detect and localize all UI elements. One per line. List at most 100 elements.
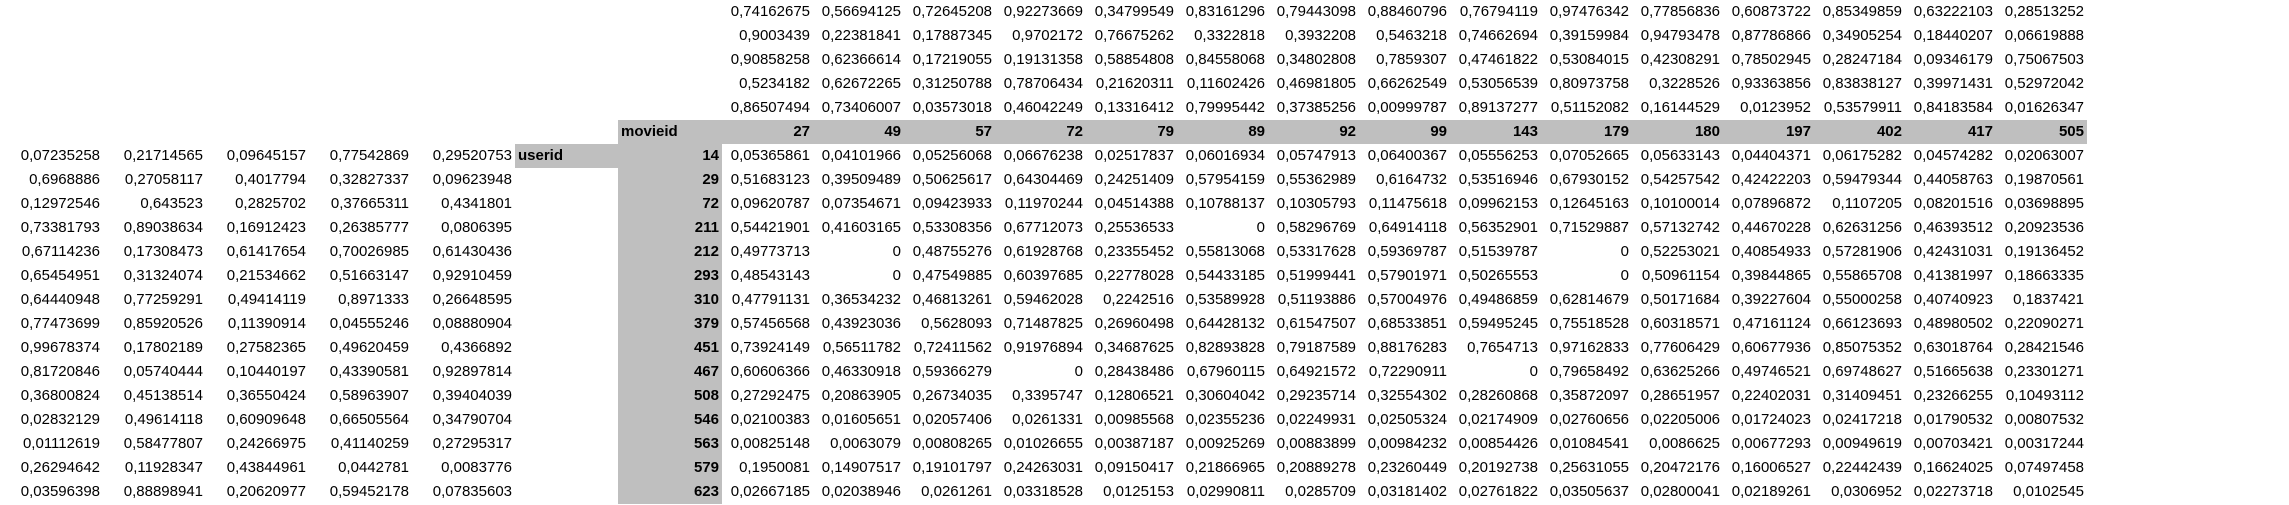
prediction-cell[interactable]: 0,04514388: [1094, 195, 1174, 212]
prediction-cell[interactable]: 0,1837421: [2013, 291, 2084, 308]
prediction-cell[interactable]: 0: [1620, 267, 1629, 284]
prediction-cell[interactable]: 0,54421901: [730, 219, 810, 236]
movie-factor-cell[interactable]: 0,83838127: [1822, 75, 1902, 92]
prediction-cell[interactable]: 0,39509489: [821, 171, 901, 188]
user-factor-cell[interactable]: 0,17802189: [123, 339, 203, 356]
user-factor-cell[interactable]: 0,09645157: [226, 147, 306, 164]
prediction-cell[interactable]: 0,0086625: [1649, 435, 1720, 452]
user-factor-cell[interactable]: 0,643523: [140, 195, 203, 212]
prediction-cell[interactable]: 0,91976894: [1003, 339, 1083, 356]
prediction-cell[interactable]: 0,00807532: [2004, 411, 2084, 428]
prediction-cell[interactable]: 0,10305793: [1276, 195, 1356, 212]
movie-factor-cell[interactable]: 0,11602426: [1186, 75, 1265, 92]
movie-factor-cell[interactable]: 0,78706434: [1003, 75, 1083, 92]
user-factor-cell[interactable]: 0,27295317: [432, 435, 512, 452]
prediction-cell[interactable]: 0,51683123: [730, 171, 810, 188]
prediction-cell[interactable]: 0,10100014: [1640, 195, 1720, 212]
movie-id-header[interactable]: 49: [884, 123, 901, 140]
user-factor-cell[interactable]: 0,07835603: [432, 483, 512, 500]
prediction-cell[interactable]: 0,54433185: [1185, 267, 1265, 284]
movie-factor-cell[interactable]: 0,53084015: [1549, 51, 1629, 68]
movie-factor-cell[interactable]: 0,62672265: [821, 75, 901, 92]
prediction-cell[interactable]: 0,09620787: [730, 195, 810, 212]
movie-factor-cell[interactable]: 0,63222103: [1913, 3, 1993, 20]
prediction-cell[interactable]: 0: [892, 267, 901, 284]
prediction-cell[interactable]: 0,64921572: [1276, 363, 1356, 380]
user-id-label[interactable]: 379: [693, 315, 719, 332]
movie-factor-cell[interactable]: 0,34799549: [1094, 3, 1174, 20]
prediction-cell[interactable]: 0,62631256: [1822, 219, 1902, 236]
user-factor-cell[interactable]: 0,89038634: [123, 219, 203, 236]
prediction-cell[interactable]: 0,02057406: [912, 411, 992, 428]
movie-id-header[interactable]: 89: [1248, 123, 1265, 140]
movie-factor-cell[interactable]: 0,3932208: [1285, 27, 1356, 44]
prediction-cell[interactable]: 0,67930152: [1549, 171, 1629, 188]
user-factor-cell[interactable]: 0,29520753: [432, 147, 512, 164]
prediction-cell[interactable]: 0,00677293: [1731, 435, 1811, 452]
user-factor-cell[interactable]: 0,07235258: [20, 147, 100, 164]
movie-factor-cell[interactable]: 0,13316412: [1094, 99, 1174, 116]
user-factor-cell[interactable]: 0,73381793: [20, 219, 100, 236]
prediction-cell[interactable]: 0,07497458: [2004, 459, 2084, 476]
movie-factor-cell[interactable]: 0,73406007: [821, 99, 901, 116]
user-id-label[interactable]: 14: [702, 147, 719, 164]
prediction-cell[interactable]: 0,00949619: [1822, 435, 1902, 452]
prediction-cell[interactable]: 0,21866965: [1185, 459, 1265, 476]
user-factor-cell[interactable]: 0,09623948: [432, 171, 512, 188]
prediction-cell[interactable]: 0,00883899: [1276, 435, 1356, 452]
prediction-cell[interactable]: 0,02667185: [730, 483, 810, 500]
user-factor-cell[interactable]: 0,0806395: [441, 219, 512, 236]
prediction-cell[interactable]: 0,31409451: [1822, 387, 1902, 404]
user-id-label[interactable]: 29: [702, 171, 719, 188]
movie-factor-cell[interactable]: 0,74662694: [1458, 27, 1538, 44]
movie-factor-cell[interactable]: 0,78502945: [1731, 51, 1811, 68]
prediction-cell[interactable]: 0,51665638: [1913, 363, 1993, 380]
movie-factor-cell[interactable]: 0,76794119: [1459, 3, 1538, 20]
prediction-cell[interactable]: 0,60677936: [1731, 339, 1811, 356]
prediction-cell[interactable]: 0,03318528: [1003, 483, 1083, 500]
user-factor-cell[interactable]: 0,03596398: [20, 483, 100, 500]
user-factor-cell[interactable]: 0,43844961: [226, 459, 306, 476]
prediction-cell[interactable]: 0,6164732: [1376, 171, 1447, 188]
movie-factor-cell[interactable]: 0,9702172: [1012, 27, 1083, 44]
prediction-cell[interactable]: 0,47549885: [912, 267, 992, 284]
prediction-cell[interactable]: 0,22778028: [1094, 267, 1174, 284]
prediction-cell[interactable]: 0,49486859: [1458, 291, 1538, 308]
prediction-cell[interactable]: 0,05556253: [1458, 147, 1538, 164]
prediction-cell[interactable]: 0,06400367: [1367, 147, 1447, 164]
user-factor-cell[interactable]: 0,0083776: [441, 459, 512, 476]
movie-factor-cell[interactable]: 0,74162675: [730, 3, 810, 20]
prediction-cell[interactable]: 0,20192738: [1458, 459, 1538, 476]
user-factor-cell[interactable]: 0,77259291: [123, 291, 203, 308]
prediction-cell[interactable]: 0,61547507: [1276, 315, 1356, 332]
prediction-cell[interactable]: 0,01084541: [1549, 435, 1629, 452]
prediction-cell[interactable]: 0,26960498: [1094, 315, 1174, 332]
prediction-cell[interactable]: 0,56511782: [822, 339, 901, 356]
user-id-label[interactable]: 508: [693, 387, 719, 404]
movie-factor-cell[interactable]: 0,58854808: [1094, 51, 1174, 68]
movie-factor-cell[interactable]: 0,42308291: [1640, 51, 1720, 68]
movie-id-header[interactable]: 79: [1157, 123, 1174, 140]
movie-factor-cell[interactable]: 0,17887345: [912, 27, 992, 44]
user-id-label[interactable]: 72: [702, 195, 719, 212]
prediction-cell[interactable]: 0,01026655: [1003, 435, 1083, 452]
prediction-cell[interactable]: 0,72290911: [1368, 363, 1447, 380]
movie-factor-cell[interactable]: 0,0123952: [1740, 99, 1811, 116]
prediction-cell[interactable]: 0,72411562: [913, 339, 992, 356]
prediction-cell[interactable]: 0,39227604: [1731, 291, 1811, 308]
prediction-cell[interactable]: 0,07354671: [821, 195, 901, 212]
user-factor-cell[interactable]: 0,12972546: [20, 195, 100, 212]
user-factor-cell[interactable]: 0,21714565: [123, 147, 203, 164]
user-factor-cell[interactable]: 0,92897814: [432, 363, 512, 380]
prediction-cell[interactable]: 0,85075352: [1822, 339, 1902, 356]
prediction-cell[interactable]: 0,06676238: [1003, 147, 1083, 164]
prediction-cell[interactable]: 0,73924149: [730, 339, 810, 356]
prediction-cell[interactable]: 0,67712073: [1003, 219, 1083, 236]
movie-factor-cell[interactable]: 0,62366614: [821, 51, 901, 68]
prediction-cell[interactable]: 0,54257542: [1640, 171, 1720, 188]
prediction-cell[interactable]: 0,64914118: [1368, 219, 1447, 236]
prediction-cell[interactable]: 0,49746521: [1731, 363, 1811, 380]
prediction-cell[interactable]: 0,22442439: [1822, 459, 1902, 476]
user-factor-cell[interactable]: 0,08880904: [432, 315, 512, 332]
prediction-cell[interactable]: 0,00317244: [2004, 435, 2084, 452]
